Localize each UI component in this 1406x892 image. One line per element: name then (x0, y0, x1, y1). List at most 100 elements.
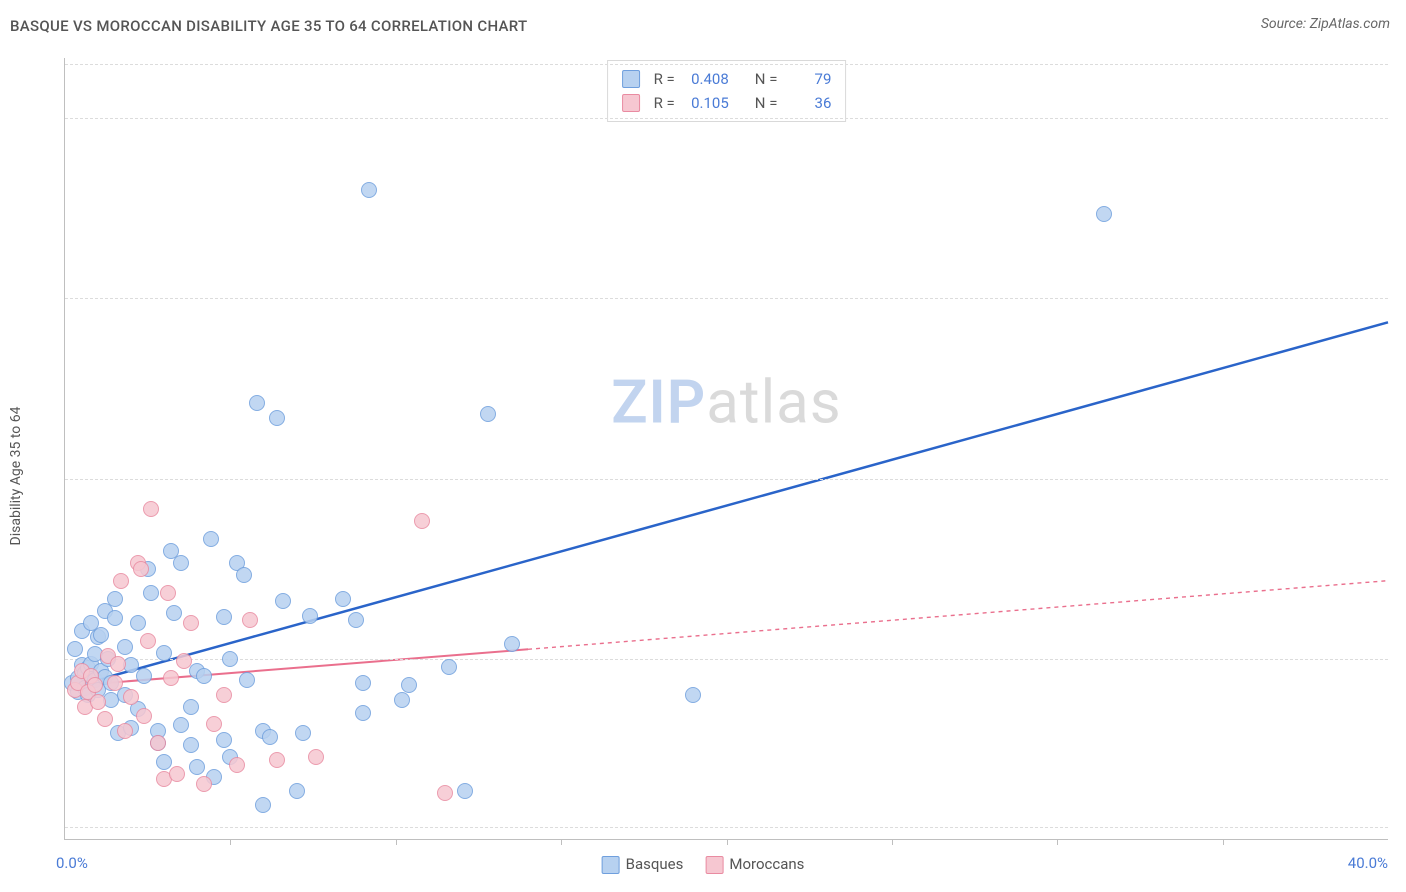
data-point-moroccans (117, 723, 133, 739)
data-point-basques (355, 705, 371, 721)
y-tick-label: 60.0% (1394, 109, 1406, 127)
data-point-basques (361, 182, 377, 198)
n-value-moroccans: 36 (785, 91, 831, 115)
data-point-moroccans (140, 633, 156, 649)
source-credit: Source: ZipAtlas.com (1261, 16, 1390, 32)
swatch-basques (622, 70, 640, 88)
legend-item-moroccans: Moroccans (705, 855, 804, 874)
data-point-basques (222, 651, 238, 667)
data-point-basques (255, 797, 271, 813)
x-tick (727, 839, 728, 845)
data-point-moroccans (216, 687, 232, 703)
legend-label-basques: Basques (626, 855, 684, 873)
gridline-h (65, 64, 1388, 65)
x-tick (396, 839, 397, 845)
data-point-basques (457, 783, 473, 799)
n-prefix: N = (755, 67, 778, 91)
stats-legend-box: R = 0.408 N = 79 R = 0.105 N = 36 (607, 60, 847, 122)
x-tick (892, 839, 893, 845)
data-point-basques (249, 395, 265, 411)
swatch-moroccans (705, 856, 723, 874)
legend-item-basques: Basques (602, 855, 684, 874)
data-point-basques (355, 675, 371, 691)
data-point-basques (107, 591, 123, 607)
swatch-basques (602, 856, 620, 874)
data-point-basques (302, 608, 318, 624)
data-point-basques (504, 636, 520, 652)
data-point-basques (295, 725, 311, 741)
data-point-basques (348, 612, 364, 628)
data-point-moroccans (110, 656, 126, 672)
r-value-basques: 0.408 (683, 67, 729, 91)
chart-title: BASQUE VS MOROCCAN DISABILITY AGE 35 TO … (10, 17, 527, 35)
data-point-basques (1096, 206, 1112, 222)
watermark-zip: ZIP (611, 366, 706, 437)
y-tick-label: 15.0% (1394, 650, 1406, 668)
data-point-moroccans (242, 612, 258, 628)
x-max-label: 40.0% (1348, 854, 1388, 872)
data-point-basques (239, 672, 255, 688)
regression-dashed-moroccans (528, 581, 1388, 650)
x-tick (1057, 839, 1058, 845)
data-point-basques (93, 627, 109, 643)
data-point-moroccans (169, 766, 185, 782)
data-point-moroccans (269, 752, 285, 768)
r-value-moroccans: 0.105 (683, 91, 729, 115)
n-prefix: N = (755, 91, 778, 115)
data-point-basques (67, 641, 83, 657)
data-point-basques (173, 717, 189, 733)
data-point-moroccans (308, 749, 324, 765)
data-point-basques (289, 783, 305, 799)
r-prefix: R = (654, 67, 675, 91)
data-point-basques (166, 605, 182, 621)
data-point-basques (216, 609, 232, 625)
gridline-h (65, 298, 1388, 299)
data-point-moroccans (90, 694, 106, 710)
data-point-basques (130, 615, 146, 631)
series-legend: Basques Moroccans (602, 855, 805, 874)
regression-lines (65, 58, 1388, 839)
data-point-basques (275, 593, 291, 609)
data-point-basques (107, 610, 123, 626)
data-point-basques (401, 677, 417, 693)
data-point-basques (685, 687, 701, 703)
data-point-basques (269, 410, 285, 426)
y-tick-label: 30.0% (1394, 470, 1406, 488)
x-tick (561, 839, 562, 845)
gridline-h (65, 479, 1388, 480)
x-tick (1223, 839, 1224, 845)
data-point-moroccans (150, 735, 166, 751)
n-value-basques: 79 (785, 67, 831, 91)
data-point-basques (183, 737, 199, 753)
data-point-basques (335, 591, 351, 607)
data-point-moroccans (414, 513, 430, 529)
data-point-basques (136, 668, 152, 684)
data-point-moroccans (97, 711, 113, 727)
data-point-moroccans (183, 615, 199, 631)
gridline-h (65, 659, 1388, 660)
gridline-h (65, 118, 1388, 119)
stats-row-basques: R = 0.408 N = 79 (622, 67, 832, 91)
data-point-moroccans (206, 716, 222, 732)
data-point-moroccans (87, 677, 103, 693)
data-point-basques (196, 668, 212, 684)
chart-container: Disability Age 35 to 64 ZIPatlas R = 0.40… (10, 52, 1396, 884)
data-point-basques (262, 729, 278, 745)
data-point-moroccans (133, 561, 149, 577)
data-point-basques (441, 659, 457, 675)
data-point-moroccans (107, 675, 123, 691)
watermark: ZIPatlas (611, 366, 842, 437)
data-point-moroccans (136, 708, 152, 724)
data-point-moroccans (160, 585, 176, 601)
data-point-moroccans (437, 785, 453, 801)
data-point-basques (216, 732, 232, 748)
y-tick-label: 45.0% (1394, 289, 1406, 307)
data-point-basques (203, 531, 219, 547)
stats-row-moroccans: R = 0.105 N = 36 (622, 91, 832, 115)
data-point-basques (236, 567, 252, 583)
r-prefix: R = (654, 91, 675, 115)
legend-label-moroccans: Moroccans (729, 855, 804, 873)
watermark-atlas: atlas (706, 366, 841, 437)
y-axis-title: Disability Age 35 to 64 (8, 407, 24, 546)
swatch-moroccans (622, 94, 640, 112)
